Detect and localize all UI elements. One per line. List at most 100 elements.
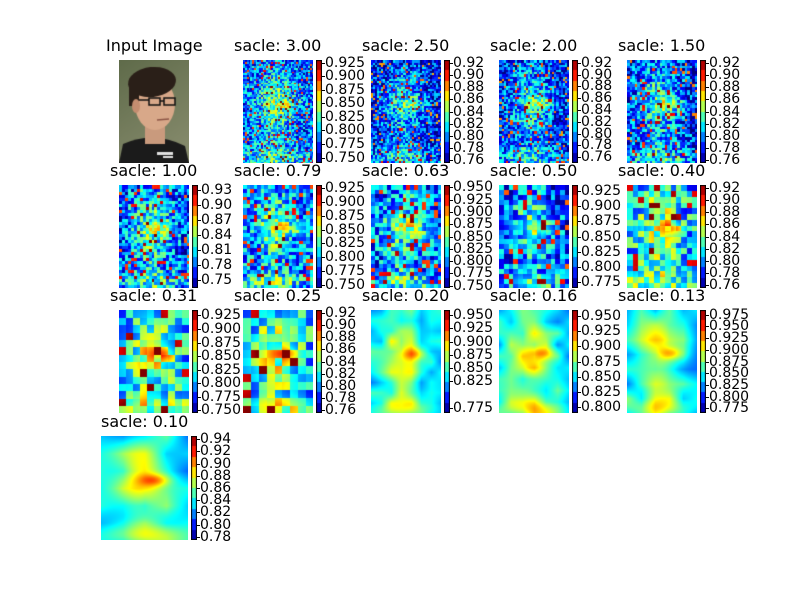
colorbar-tick-mark xyxy=(197,537,200,538)
colorbar-tick-label: 0.925 xyxy=(325,180,366,196)
colorbar-tick-mark xyxy=(197,512,200,513)
panel-title-12: sacle: 0.16 xyxy=(490,286,578,305)
colorbar-tick-label: 0.80 xyxy=(453,128,485,144)
colorbar-tick-mark xyxy=(198,205,201,206)
panel-title-9: sacle: 0.31 xyxy=(110,286,198,305)
colorbar-tick-label: 0.76 xyxy=(325,402,357,418)
colorbar-tick-mark xyxy=(706,408,709,409)
colorbar-tick-mark xyxy=(450,249,453,250)
colorbar-tick-mark xyxy=(578,346,581,347)
colorbar-tick-label: 0.900 xyxy=(325,194,366,210)
colorbar-tick-label: 0.80 xyxy=(709,128,741,144)
heatmap-7 xyxy=(499,185,569,288)
colorbar-tick-mark xyxy=(322,325,325,326)
colorbar-tick-mark xyxy=(706,224,709,225)
heatmap-0 xyxy=(243,60,313,163)
colorbar-tick-label: 0.775 xyxy=(325,263,366,279)
colorbar-tick-mark xyxy=(322,285,325,286)
colorbar-tick-label: 0.950 xyxy=(709,318,750,334)
colorbar-tick-mark xyxy=(578,252,581,253)
colorbar-tick-label: 0.90 xyxy=(453,67,485,83)
colorbar-tick-label: 0.800 xyxy=(453,253,494,269)
colorbar-tick-mark xyxy=(706,261,709,262)
heatmap-9 xyxy=(119,310,189,413)
input-image-title: Input Image xyxy=(106,36,203,55)
colorbar-tick-mark xyxy=(197,476,200,477)
colorbar-tick-mark xyxy=(578,221,581,222)
colorbar-tick-label: 0.76 xyxy=(709,152,741,168)
colorbar-tick-label: 0.86 xyxy=(709,216,741,232)
colorbar-tick-label: 0.900 xyxy=(453,334,494,350)
colorbar-tick-label: 0.86 xyxy=(453,91,485,107)
panel-title-1: sacle: 2.50 xyxy=(362,36,450,55)
colorbar-tick-label: 0.90 xyxy=(581,67,613,83)
colorbar-tick-mark xyxy=(322,144,325,145)
colorbar-tick-mark xyxy=(706,112,709,113)
colorbar-tick-mark xyxy=(706,285,709,286)
colorbar-tick-label: 0.800 xyxy=(325,122,366,138)
colorbar-1 xyxy=(444,60,450,163)
colorbar-tick-label: 0.925 xyxy=(201,307,242,323)
colorbar-tick-label: 0.86 xyxy=(709,91,741,107)
panel-title-14: sacle: 0.10 xyxy=(101,412,189,431)
colorbar-tick-label: 0.75 xyxy=(201,272,233,288)
colorbar-tick-mark xyxy=(197,464,200,465)
colorbar-tick-label: 0.925 xyxy=(453,192,494,208)
colorbar-tick-label: 0.80 xyxy=(581,126,613,142)
colorbar-tick-label: 0.88 xyxy=(325,329,357,345)
colorbar-tick-mark xyxy=(706,273,709,274)
panel-title-2: sacle: 2.00 xyxy=(490,36,578,55)
colorbar-tick-mark xyxy=(706,160,709,161)
colorbar-tick-label: 0.825 xyxy=(325,235,366,251)
colorbar-tick-label: 0.850 xyxy=(581,369,622,385)
colorbar-tick-mark xyxy=(322,130,325,131)
colorbar-tick-label: 0.88 xyxy=(453,79,485,95)
colorbar-tick-mark xyxy=(450,124,453,125)
colorbar-tick-mark xyxy=(450,112,453,113)
colorbar-tick-label: 0.800 xyxy=(201,375,242,391)
colorbar-tick-label: 0.82 xyxy=(709,241,741,257)
colorbar-tick-mark xyxy=(450,212,453,213)
colorbar-tick-mark xyxy=(706,63,709,64)
colorbar-tick-mark xyxy=(322,257,325,258)
colorbar-tick-mark xyxy=(322,313,325,314)
colorbar-tick-mark xyxy=(197,451,200,452)
colorbar-tick-label: 0.92 xyxy=(581,55,613,71)
colorbar-tick-label: 0.84 xyxy=(201,227,233,243)
colorbar-tick-label: 0.900 xyxy=(581,198,622,214)
colorbar-tick-mark xyxy=(198,329,201,330)
colorbar-tick-label: 0.80 xyxy=(709,253,741,269)
panel-title-5: sacle: 0.79 xyxy=(234,161,322,180)
colorbar-tick-label: 0.800 xyxy=(709,389,750,405)
colorbar-tick-label: 0.825 xyxy=(581,384,622,400)
colorbar-tick-label: 0.850 xyxy=(453,229,494,245)
colorbar-tick-label: 0.950 xyxy=(581,308,622,324)
colorbar-tick-label: 0.850 xyxy=(325,222,366,238)
colorbar-10 xyxy=(316,310,322,413)
colorbar-tick-label: 0.850 xyxy=(453,360,494,376)
colorbar-tick-label: 0.78 xyxy=(201,257,233,273)
colorbar-tick-label: 0.925 xyxy=(709,330,750,346)
colorbar-tick-mark xyxy=(197,525,200,526)
colorbar-tick-label: 0.750 xyxy=(325,150,366,166)
colorbar-tick-label: 0.825 xyxy=(201,362,242,378)
colorbar-tick-label: 0.78 xyxy=(581,137,613,153)
colorbar-tick-mark xyxy=(322,410,325,411)
colorbar-tick-mark xyxy=(578,331,581,332)
heatmap-14 xyxy=(101,436,188,540)
colorbar-tick-label: 0.84 xyxy=(709,104,741,120)
colorbar-tick-mark xyxy=(450,286,453,287)
colorbar-tick-label: 0.88 xyxy=(709,204,741,220)
colorbar-tick-mark xyxy=(198,220,201,221)
colorbar-tick-mark xyxy=(197,500,200,501)
colorbar-tick-label: 0.86 xyxy=(325,341,357,357)
colorbar-12 xyxy=(572,310,578,413)
colorbar-tick-mark xyxy=(706,75,709,76)
colorbar-tick-label: 0.775 xyxy=(709,400,750,416)
colorbar-tick-label: 0.875 xyxy=(709,354,750,370)
colorbar-tick-mark xyxy=(322,103,325,104)
colorbar-tick-mark xyxy=(322,117,325,118)
colorbar-tick-label: 0.875 xyxy=(581,354,622,370)
colorbar-tick-label: 0.76 xyxy=(581,149,613,165)
colorbar-tick-label: 0.875 xyxy=(325,208,366,224)
